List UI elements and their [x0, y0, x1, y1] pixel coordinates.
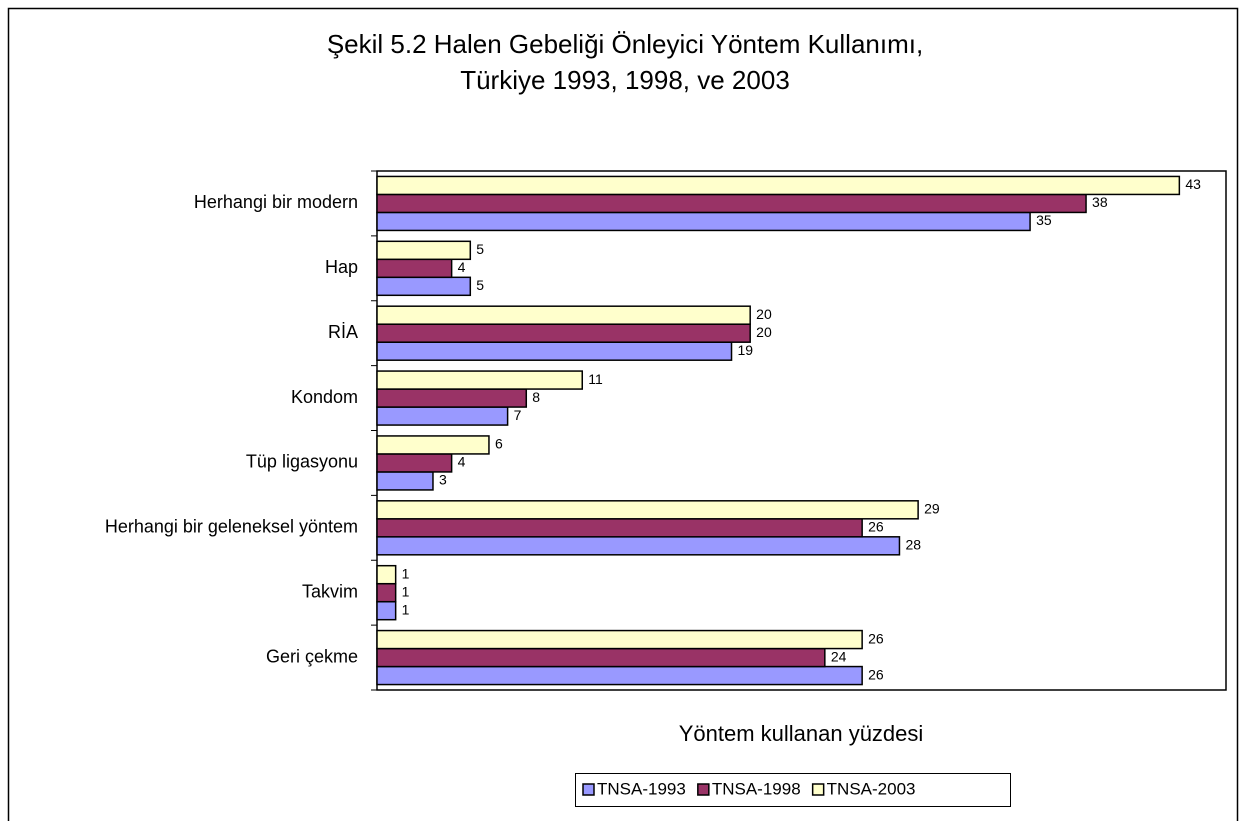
- bar: [376, 341, 733, 361]
- y-tick-label: RİA: [328, 322, 358, 342]
- legend: [575, 773, 1011, 807]
- data-label: 28: [905, 537, 921, 553]
- legend-label: TNSA-1993: [597, 779, 686, 798]
- legend-swatch: [582, 783, 595, 796]
- bar: [376, 305, 751, 325]
- legend-swatch: [811, 783, 825, 796]
- data-label: 4: [458, 259, 466, 275]
- bar: [376, 629, 863, 650]
- bar: [376, 471, 434, 491]
- bar: [376, 582, 397, 603]
- data-label: 26: [868, 666, 884, 682]
- bar: [376, 600, 397, 621]
- data-label: 1: [402, 601, 410, 617]
- bar: [376, 193, 1087, 214]
- bar: [376, 211, 1031, 232]
- bar: [376, 564, 397, 585]
- data-label: 7: [514, 407, 522, 423]
- y-tick-label: Geri çekme: [266, 646, 358, 666]
- bar: [376, 518, 863, 538]
- data-label: 11: [588, 371, 603, 387]
- bar: [376, 258, 453, 279]
- y-tick-label: Herhangi bir geleneksel yöntem: [105, 517, 358, 537]
- y-tick-label: Takvim: [302, 581, 358, 601]
- data-label: 20: [756, 306, 772, 322]
- bar: [376, 370, 584, 390]
- legend-label: TNSA-2003: [827, 779, 916, 798]
- legend-label: TNSA-1998: [712, 779, 801, 798]
- data-label: 20: [756, 324, 772, 340]
- plot-area: [376, 170, 1227, 691]
- data-label: 35: [1036, 212, 1052, 228]
- y-tick-label: Hap: [325, 257, 358, 277]
- data-label: 5: [476, 277, 484, 293]
- y-tick-label: Herhangi bir modern: [194, 192, 358, 212]
- chart-title: Şekil 5.2 Halen Gebeliği Önleyici Yöntem…: [327, 29, 923, 59]
- data-label: 24: [831, 648, 847, 664]
- data-label: 3: [439, 472, 447, 488]
- data-label: 1: [402, 583, 410, 599]
- y-tick-label: Tüp ligasyonu: [246, 452, 358, 472]
- data-label: 8: [532, 389, 540, 405]
- bar: [376, 406, 509, 426]
- bar: [376, 276, 472, 297]
- data-label: 6: [495, 436, 503, 452]
- bar: [376, 435, 490, 455]
- data-label: 26: [868, 630, 884, 646]
- data-label: 43: [1185, 176, 1201, 192]
- x-axis-label: Yöntem kullanan yüzdesi: [679, 721, 924, 746]
- data-label: 1: [402, 565, 410, 581]
- chart-title: Türkiye 1993, 1998, ve 2003: [460, 65, 790, 95]
- bar: [376, 240, 472, 261]
- data-label: 5: [476, 241, 484, 257]
- legend-swatch: [697, 783, 710, 796]
- data-label: 4: [458, 454, 466, 470]
- bar: [376, 647, 826, 668]
- data-label: 38: [1092, 194, 1108, 210]
- bar: [376, 536, 901, 556]
- bar: [376, 175, 1181, 196]
- bar: [376, 323, 751, 343]
- bar: [376, 388, 528, 408]
- data-label: 19: [738, 342, 754, 358]
- bar: [376, 665, 863, 686]
- y-tick-label: Kondom: [291, 387, 358, 407]
- data-label: 26: [868, 519, 884, 535]
- data-label: 29: [924, 501, 940, 517]
- bar: [376, 453, 453, 473]
- bar: [376, 500, 919, 520]
